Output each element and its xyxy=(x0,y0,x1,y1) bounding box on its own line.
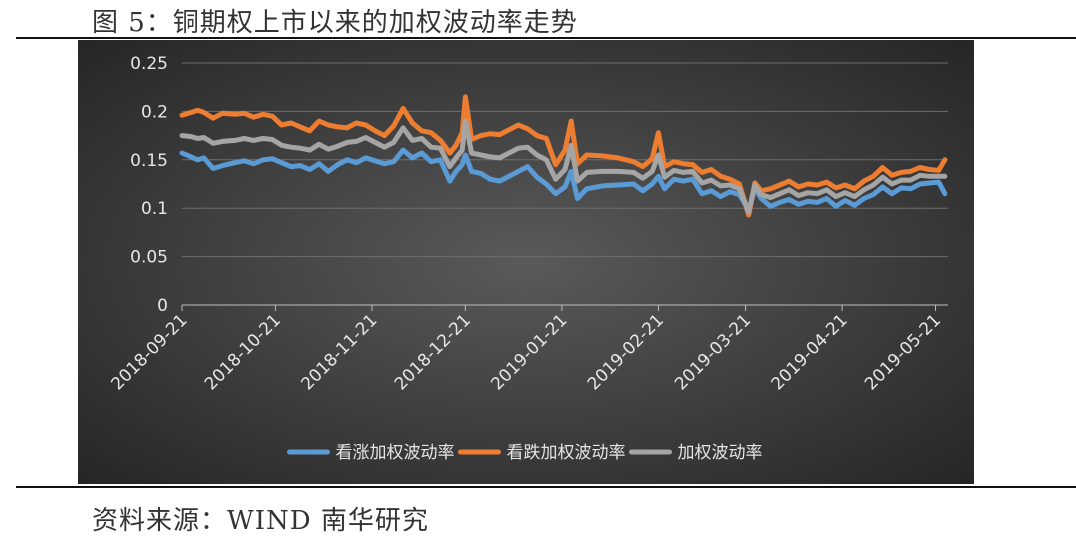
legend-label: 看跌加权波动率 xyxy=(507,443,626,463)
y-tick-label: 0.1 xyxy=(141,199,168,219)
legend-label: 加权波动率 xyxy=(678,443,763,463)
legend-item: 看涨加权波动率 xyxy=(287,443,455,463)
legend-item: 加权波动率 xyxy=(629,443,763,463)
source-note: 资料来源：WIND 南华研究 xyxy=(92,506,429,536)
y-tick-label: 0.25 xyxy=(130,54,168,74)
legend-item: 看跌加权波动率 xyxy=(458,443,626,463)
y-tick-label: 0 xyxy=(157,296,168,316)
series-layer xyxy=(179,94,948,218)
bottom-rule xyxy=(16,486,1076,488)
top-rule xyxy=(16,37,1076,39)
series-line xyxy=(179,147,948,213)
y-axis-ticks: 0 0.05 0.1 0.15 0.2 0.25 xyxy=(130,54,168,316)
series-line xyxy=(179,94,948,218)
y-tick-label: 0.05 xyxy=(130,248,168,268)
legend: 看涨加权波动率 看跌加权波动率 加权波动率 xyxy=(287,443,763,463)
y-tick-label: 0.15 xyxy=(130,151,168,171)
line-chart: 00.050.10.150.20.25 2018-09-21 2018-10-21… xyxy=(78,40,974,484)
gridlines xyxy=(182,62,948,306)
chart-area: 0 0.05 0.1 0.15 0.2 0.25 2018-09-21 2018-10-21… xyxy=(78,40,974,484)
chart-background xyxy=(78,40,974,484)
series-line xyxy=(179,118,948,215)
figure-title: 图 5：铜期权上市以来的加权波动率走势 xyxy=(92,8,578,38)
y-tick-label: 0.2 xyxy=(141,102,168,122)
legend-label: 看涨加权波动率 xyxy=(336,443,455,463)
